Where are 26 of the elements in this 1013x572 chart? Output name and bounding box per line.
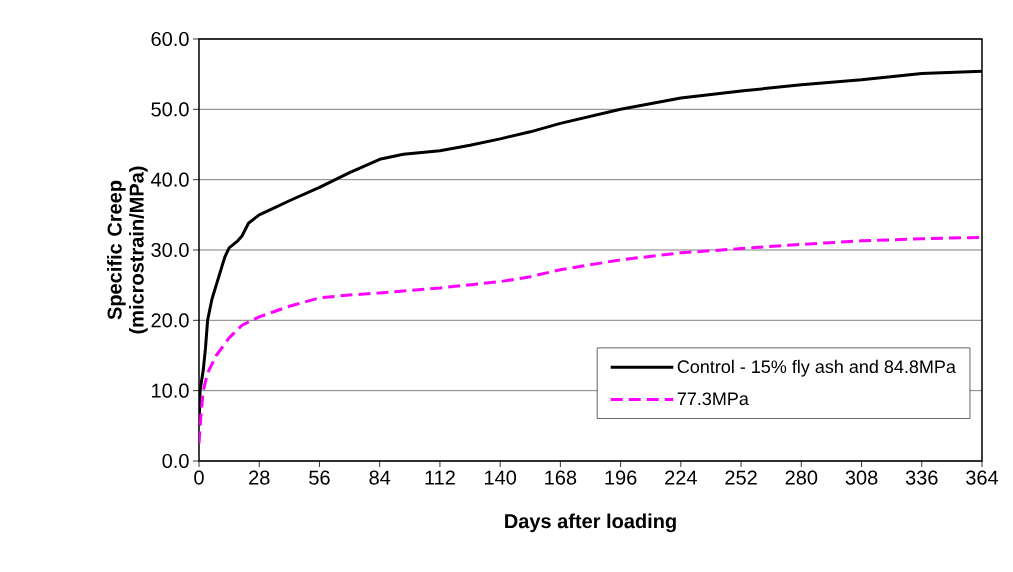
x-axis-title: Days after loading <box>505 513 676 533</box>
x-tick-label: 84 <box>369 470 391 485</box>
y-tick-label: 0.0 <box>162 453 189 469</box>
x-tick-label: 308 <box>845 470 878 485</box>
legend-label: Control - 15% fly ash and 84.8MPa <box>677 359 956 377</box>
x-tick-label: 364 <box>966 470 999 485</box>
y-tick-label: 40.0 <box>151 172 189 187</box>
x-tick-label: 28 <box>249 470 270 485</box>
x-tick-label: 112 <box>425 470 455 485</box>
y-tick-label: 30.0 <box>151 242 189 258</box>
x-tick-label: 168 <box>545 470 577 485</box>
x-tick-label: 56 <box>309 470 330 485</box>
x-tick-label: 280 <box>785 470 818 485</box>
x-tick-label: 140 <box>484 470 517 485</box>
x-tick-label: 0 <box>194 470 204 485</box>
x-tick-label: 196 <box>605 470 637 485</box>
x-tick-label: 224 <box>665 470 697 485</box>
legend-label: 77.3MPa <box>677 392 749 406</box>
x-tick-label: 252 <box>725 470 757 485</box>
y-axis-title: Specific Creep (microstrain/MPa) <box>107 166 148 334</box>
y-tick-label: 50.0 <box>151 102 189 117</box>
y-tick-label: 10.0 <box>152 383 189 398</box>
x-tick-label: 336 <box>905 470 938 485</box>
y-tick-label: 20.0 <box>151 313 189 328</box>
y-tick-label: 60.0 <box>151 31 189 47</box>
line-series <box>199 235 982 445</box>
